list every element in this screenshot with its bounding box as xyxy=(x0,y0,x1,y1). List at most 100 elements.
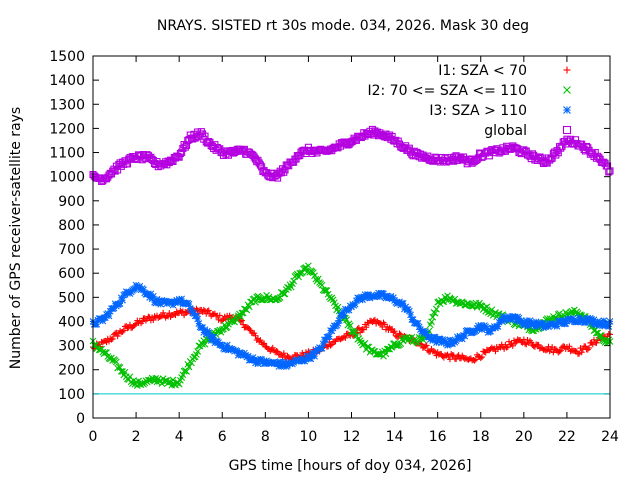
data-point xyxy=(112,358,120,366)
data-point xyxy=(145,313,152,320)
data-point xyxy=(605,168,613,176)
data-point xyxy=(478,354,485,361)
y-tick-label: 1100 xyxy=(49,146,85,162)
data-point xyxy=(160,309,167,316)
data-point xyxy=(237,313,245,321)
x-tick-label: 8 xyxy=(261,429,270,445)
data-point xyxy=(239,309,247,317)
data-point xyxy=(596,332,604,340)
data-point xyxy=(593,329,600,337)
data-point xyxy=(520,336,527,343)
legend-label: I1: SZA < 70 xyxy=(438,63,527,79)
data-point xyxy=(522,340,529,347)
data-point xyxy=(578,349,585,356)
y-tick-label: 0 xyxy=(76,411,85,427)
y-tick-label: 1400 xyxy=(49,73,85,89)
legend-marker xyxy=(563,66,571,74)
data-point xyxy=(557,347,564,354)
data-point xyxy=(252,298,259,306)
data-point xyxy=(383,345,391,353)
data-point xyxy=(446,356,453,363)
legend-label: I3: SZA > 110 xyxy=(429,103,527,119)
data-point xyxy=(342,334,349,341)
x-tick-label: 10 xyxy=(300,429,318,445)
data-point xyxy=(467,302,475,310)
data-point xyxy=(535,341,542,348)
plot-frame xyxy=(92,55,611,419)
data-point xyxy=(414,319,422,327)
data-point xyxy=(108,336,115,343)
data-point xyxy=(119,296,126,304)
data-point xyxy=(169,376,177,384)
data-point xyxy=(245,303,253,311)
y-axis-title: Number of GPS receiver-satellite rays xyxy=(8,107,24,369)
data-point xyxy=(95,346,103,354)
data-point xyxy=(586,344,593,351)
x-tick-label: 14 xyxy=(386,429,404,445)
data-point xyxy=(528,339,535,346)
data-point xyxy=(512,340,519,347)
data-point xyxy=(145,376,152,384)
data-point xyxy=(323,287,331,294)
data-point xyxy=(280,290,288,298)
data-point xyxy=(109,335,116,342)
data-point xyxy=(396,330,403,337)
legend-label: global xyxy=(484,123,527,139)
y-tick-label: 300 xyxy=(58,339,85,355)
y-tick-label: 500 xyxy=(58,290,85,306)
data-point xyxy=(139,318,146,325)
data-point xyxy=(397,331,404,338)
data-point xyxy=(375,350,382,358)
y-tick-label: 900 xyxy=(58,194,85,210)
data-point xyxy=(390,329,397,336)
data-point xyxy=(194,315,202,323)
data-point xyxy=(503,344,510,351)
y-tick-label: 1000 xyxy=(49,170,85,186)
y-tick-label: 600 xyxy=(58,266,85,282)
data-point xyxy=(494,323,502,330)
data-point xyxy=(322,286,330,294)
data-point xyxy=(197,128,205,136)
data-point xyxy=(431,309,439,317)
data-point xyxy=(327,342,334,349)
x-tick-label: 6 xyxy=(218,429,227,445)
x-tick-label: 2 xyxy=(132,429,141,445)
data-point xyxy=(328,341,335,348)
legend-marker xyxy=(563,106,571,114)
data-point xyxy=(542,347,549,354)
y-tick-label: 700 xyxy=(58,242,85,258)
data-point xyxy=(280,168,288,176)
data-point xyxy=(194,348,202,355)
data-point xyxy=(566,343,573,350)
legend-entry: I2: 70 <= SZA <= 110 xyxy=(367,83,571,99)
data-point xyxy=(119,328,126,335)
data-point xyxy=(114,166,122,174)
data-point xyxy=(556,348,563,355)
data-point xyxy=(101,348,109,356)
data-point xyxy=(393,342,401,349)
data-point xyxy=(120,327,127,334)
data-point xyxy=(185,300,193,308)
x-tick-label: 24 xyxy=(601,429,619,445)
y-tick-label: 100 xyxy=(58,387,85,403)
x-tick-label: 16 xyxy=(429,429,447,445)
data-point xyxy=(274,174,282,182)
data-point xyxy=(429,313,437,321)
data-point xyxy=(131,322,138,329)
data-point xyxy=(178,148,186,156)
data-point xyxy=(363,324,370,331)
plot-layer: 0100200300400500600700800900100011001200… xyxy=(49,49,619,445)
x-tick-label: 22 xyxy=(558,429,576,445)
x-tick-label: 0 xyxy=(89,429,98,445)
x-tick-label: 12 xyxy=(343,429,361,445)
data-point xyxy=(483,303,491,311)
data-point xyxy=(103,349,110,357)
y-tick-label: 400 xyxy=(58,314,85,330)
data-point xyxy=(188,359,195,367)
data-point xyxy=(175,380,183,388)
data-point xyxy=(433,305,440,313)
data-point xyxy=(357,329,364,336)
x-tick-label: 20 xyxy=(515,429,533,445)
data-point xyxy=(477,355,484,362)
